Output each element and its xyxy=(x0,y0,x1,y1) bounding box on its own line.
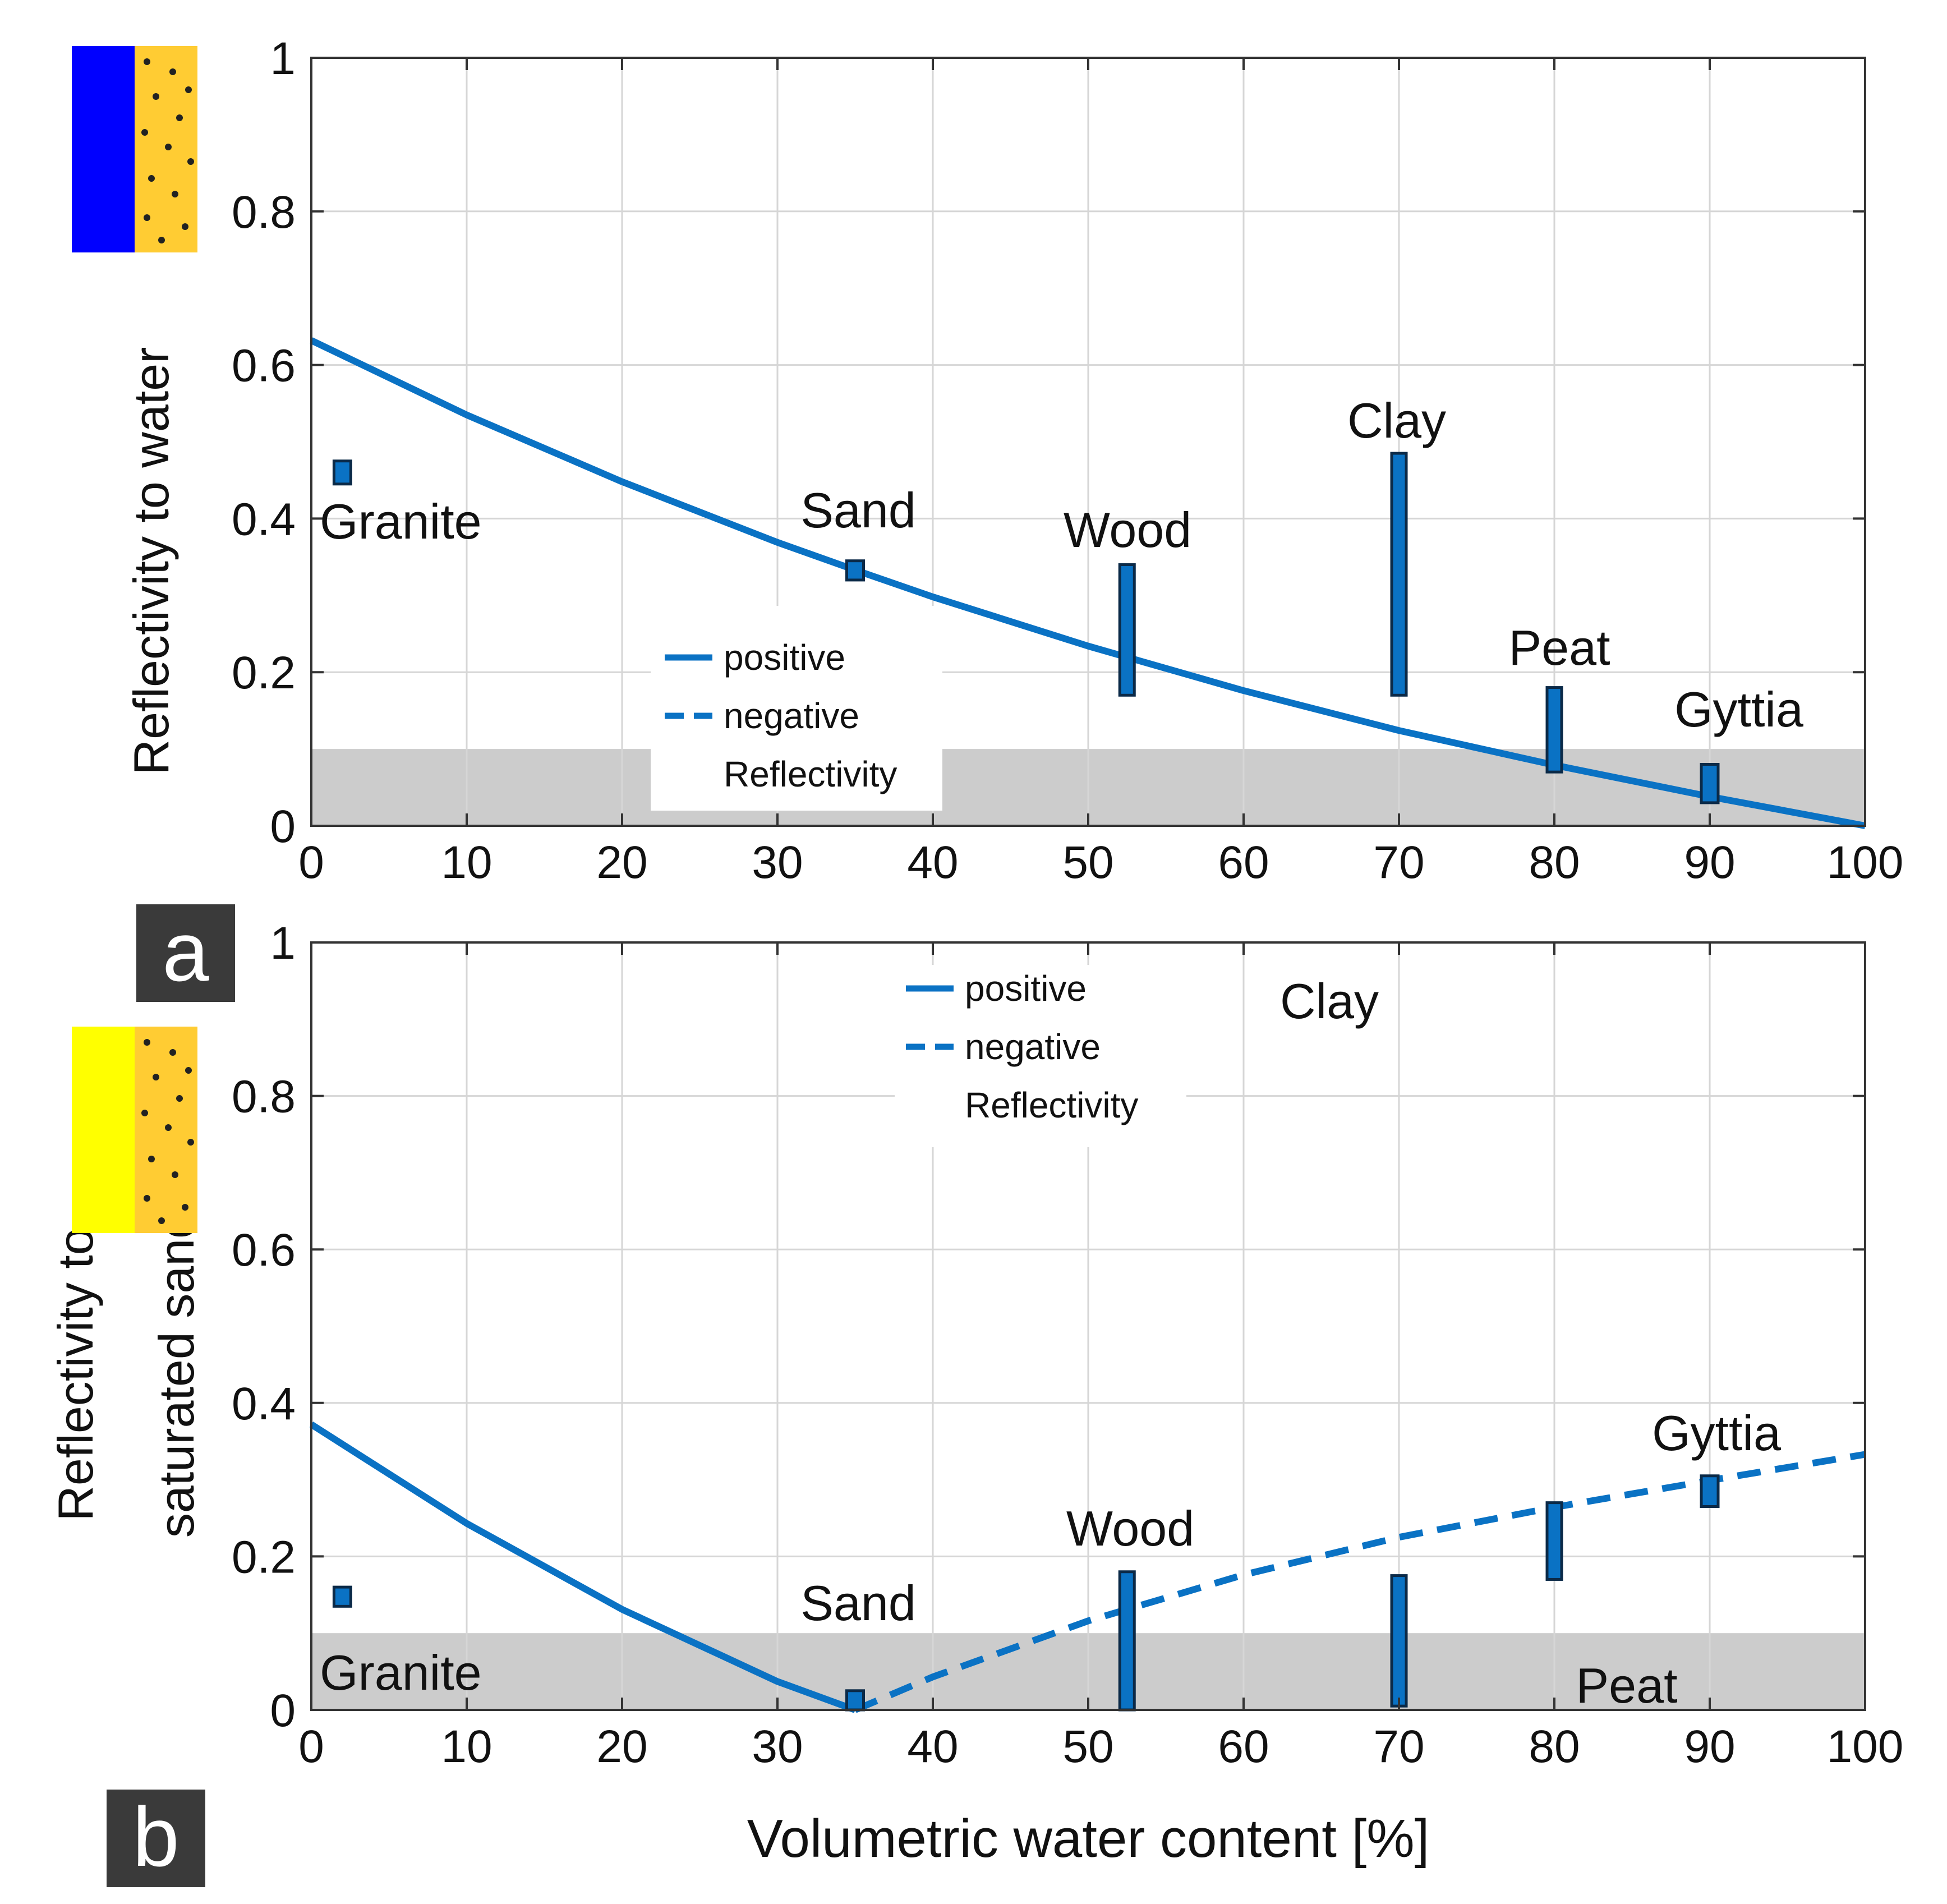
x-tick-label: 10 xyxy=(441,1721,492,1772)
x-tick-label: 0 xyxy=(298,837,324,888)
panel-tag-b: b xyxy=(107,1790,205,1887)
label-granite: Granite xyxy=(320,494,482,549)
marker-sand xyxy=(845,1689,865,1712)
legend-positive-label: positive xyxy=(965,968,1087,1009)
label-peat: Peat xyxy=(1576,1658,1677,1713)
x-tick-label: 100 xyxy=(1827,1721,1904,1772)
label-sand: Sand xyxy=(800,1575,916,1631)
material-labels-b: Granite Sand Wood Clay Peat Gyttia xyxy=(320,973,1781,1713)
x-tick-label: 50 xyxy=(1062,1721,1113,1772)
layer-icon-water-sand xyxy=(72,46,197,252)
x-tick-label: 100 xyxy=(1827,837,1904,888)
y-tick-label: 0.6 xyxy=(232,341,296,392)
x-tick-label: 70 xyxy=(1373,837,1424,888)
legend-title: Reflectivity xyxy=(724,754,897,794)
frame-a xyxy=(310,57,1866,827)
ticks-b: 0 10 20 30 40 50 60 70 80 90 100 0 0.2 0.4 0.6 0.8 1 xyxy=(232,918,1903,1772)
marker-peat xyxy=(1545,686,1563,774)
x-tick-label: 60 xyxy=(1218,1721,1269,1772)
panel-letter-b: b xyxy=(132,1790,179,1884)
label-granite: Granite xyxy=(320,1645,482,1700)
y-tick-label: 1 xyxy=(270,918,296,969)
material-labels-a: Granite Sand Wood Clay Peat Gyttia xyxy=(320,393,1803,737)
x-tick-label: 10 xyxy=(441,837,492,888)
label-clay: Clay xyxy=(1347,393,1446,448)
x-tick-label: 40 xyxy=(907,1721,958,1772)
marker-wood xyxy=(1118,1570,1136,1712)
x-tick-label: 90 xyxy=(1684,1721,1735,1772)
panel-b: positive negative Reflectivity 0 10 20 30 40… xyxy=(48,918,1903,1887)
y-tick-label: 1 xyxy=(270,33,296,84)
legend-title: Reflectivity xyxy=(965,1085,1138,1125)
x-tick-label: 50 xyxy=(1062,837,1113,888)
series-negative xyxy=(854,1451,1866,1713)
y-tick-label: 0.4 xyxy=(232,1378,296,1429)
y-tick-label: 0.6 xyxy=(232,1225,296,1276)
y-tick-label: 0.8 xyxy=(232,1071,296,1123)
x-tick-label: 60 xyxy=(1218,837,1269,888)
x-tick-label: 0 xyxy=(298,1721,324,1772)
series-positive xyxy=(309,1422,857,1713)
y-tick-label: 0 xyxy=(270,1685,296,1736)
y-axis-label-line-1: Reflectivity to xyxy=(48,1227,103,1521)
label-gyttia: Gyttia xyxy=(1652,1405,1781,1461)
legend-positive-label: positive xyxy=(724,637,845,678)
marker-gyttia xyxy=(1700,762,1720,804)
x-tick-label: 30 xyxy=(752,837,803,888)
sand-grain-dots xyxy=(141,1039,194,1224)
series-b xyxy=(309,1422,1866,1713)
label-clay: Clay xyxy=(1280,973,1379,1029)
x-tick-label: 90 xyxy=(1684,837,1735,888)
marker-granite xyxy=(332,459,352,486)
y-tick-label: 0.2 xyxy=(232,1532,296,1583)
x-tick-label: 20 xyxy=(596,837,647,888)
marker-granite xyxy=(332,1585,352,1608)
marker-clay xyxy=(1390,452,1408,697)
x-tick-label: 80 xyxy=(1529,1721,1580,1772)
ticks-a: 0 10 20 30 40 50 60 70 80 90 100 0 0.2 0.4 0.6 0.8 1 xyxy=(232,33,1903,888)
y-axis-label: Reflectivity to water xyxy=(123,347,179,775)
legend-b: positive negative Reflectivity xyxy=(895,965,1186,1147)
marker-wood xyxy=(1118,563,1136,697)
x-tick-label: 40 xyxy=(907,837,958,888)
legend-a: positive negative Reflectivity xyxy=(651,606,942,811)
markers-a xyxy=(332,452,1720,804)
marker-clay xyxy=(1390,1574,1408,1708)
label-peat: Peat xyxy=(1508,620,1610,675)
legend-negative-label: negative xyxy=(965,1027,1101,1067)
y-axis-label-line-2: saturated sand xyxy=(149,1211,204,1538)
panel-a: positive negative Reflectivity 0 10 20 30 40… xyxy=(72,33,1903,1002)
x-tick-label: 70 xyxy=(1373,1721,1424,1772)
label-sand: Sand xyxy=(800,482,916,538)
marker-sand xyxy=(845,559,865,582)
y-tick-label: 0.8 xyxy=(232,187,296,238)
frame-b xyxy=(310,941,1866,1711)
panel-tag-a: a xyxy=(136,904,235,1002)
label-wood: Wood xyxy=(1066,1501,1194,1556)
y-tick-label: 0.4 xyxy=(232,494,296,545)
legend-negative-label: negative xyxy=(724,696,859,736)
markers-b xyxy=(332,1474,1720,1712)
x-tick-label: 30 xyxy=(752,1721,803,1772)
label-gyttia: Gyttia xyxy=(1674,682,1803,737)
water-layer xyxy=(72,46,135,252)
x-tick-label: 80 xyxy=(1529,837,1580,888)
saturated-sand-layer xyxy=(72,1027,135,1233)
marker-peat xyxy=(1545,1501,1563,1581)
layer-icon-saturated-sand xyxy=(72,1027,197,1233)
sand-grain-dots xyxy=(141,58,194,243)
y-tick-label: 0 xyxy=(270,801,296,852)
series-positive xyxy=(310,337,1866,829)
legend-background xyxy=(895,965,1186,1147)
panel-letter-a: a xyxy=(162,904,209,999)
marker-gyttia xyxy=(1700,1474,1720,1508)
x-tick-label: 20 xyxy=(596,1721,647,1772)
x-axis-label: Volumetric water content [%] xyxy=(747,1809,1430,1869)
y-tick-label: 0.2 xyxy=(232,647,296,698)
legend-background xyxy=(651,606,942,811)
series-a xyxy=(310,337,1866,829)
label-wood: Wood xyxy=(1064,502,1191,558)
